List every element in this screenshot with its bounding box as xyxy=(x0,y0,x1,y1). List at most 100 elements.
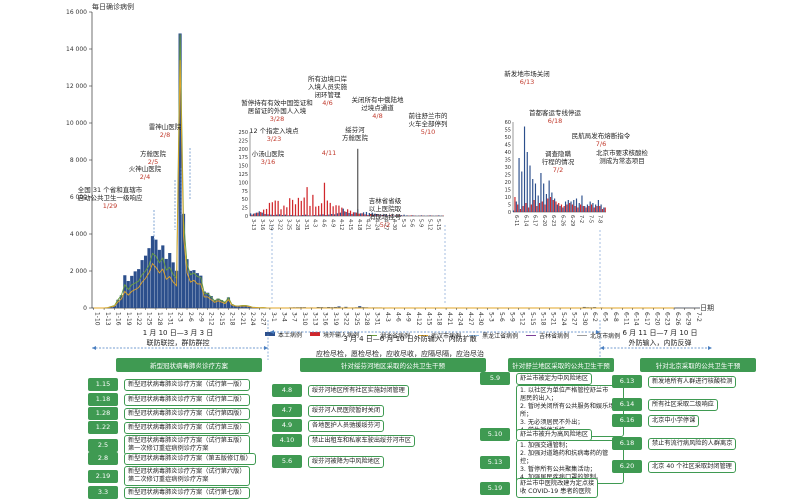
period-1: 1 月 10 日—3 月 3 日 联防联控，群防群控 xyxy=(118,328,238,348)
bar-local xyxy=(161,245,165,308)
inset-x-tick-label: 5-9 xyxy=(418,219,424,227)
period-3: 6 月 11 日—7 月 10 日 外防输入，内防反弹 xyxy=(605,328,715,348)
annotation-date: 3/28 xyxy=(269,115,285,123)
annotation-date: 3/16 xyxy=(260,158,276,166)
inset-bar-local xyxy=(261,212,263,216)
intervention-text: 舒兰市被升为高风险地区 xyxy=(516,428,593,441)
inset-bar-imported xyxy=(352,212,355,216)
y-tick-label: 4 000 xyxy=(70,231,87,238)
inset-x-tick-label: 3-19 xyxy=(268,219,274,230)
intervention-row: 1.28 新型冠状病毒肺炎诊疗方案（试行第四版） xyxy=(88,407,250,420)
x-tick-label: 5-12 xyxy=(519,312,526,326)
period-arrows xyxy=(92,320,712,360)
x-tick-label: 5-6 xyxy=(498,312,505,322)
bar-local xyxy=(171,262,175,308)
inset-bar-local xyxy=(354,212,356,216)
intervention-date: 6.20 xyxy=(612,460,642,473)
inset1-annotation: 吉林省省级 以上医院取 消现场挂号 5/2 xyxy=(360,197,410,229)
legend-item: 本土病例 xyxy=(265,330,302,339)
bar-local xyxy=(209,296,213,308)
legend-label: 吉林省病例 xyxy=(539,332,570,340)
inset-bar-imported xyxy=(291,199,294,216)
inset-bar-imported xyxy=(541,201,543,212)
intervention-date: 5.9 xyxy=(480,372,510,385)
inset-bar-local xyxy=(322,214,324,216)
inset-bar-imported xyxy=(574,206,576,212)
inset-bar-local xyxy=(521,171,523,212)
inset-bar-imported xyxy=(577,207,579,212)
inset-bar-local xyxy=(515,201,517,212)
inset-y-tick-label: 225 xyxy=(238,138,248,144)
intervention-row: 6.20 北京 40 个社区采取封闭管理 xyxy=(612,460,736,473)
inset-bar-local xyxy=(333,214,336,216)
legend-item: 武汉市病例 xyxy=(418,331,461,340)
inset-x-tick-label: 4-21 xyxy=(365,219,371,230)
x-tick-label: 4-30 xyxy=(477,312,484,326)
inset-bar-imported xyxy=(525,203,527,212)
inset-y-tick-label: 100 xyxy=(238,180,248,186)
intervention-row: 4.8 绥芬河地区所有社区实施封闭管理 xyxy=(272,384,409,397)
inset-bar-local xyxy=(293,215,295,216)
x-tick-label: 3-4 xyxy=(280,312,287,322)
y-tick-label: 2 000 xyxy=(70,268,87,275)
legend-item: 吉林省病例 xyxy=(526,331,569,340)
inset-bar-local xyxy=(377,213,379,216)
inset-bar-local xyxy=(556,204,558,212)
inset-y-tick-label: 250 xyxy=(238,130,248,136)
inset-bar-local xyxy=(360,213,362,216)
inset-y-tick-label: 150 xyxy=(238,164,248,170)
inset-bar-local xyxy=(403,214,405,216)
inset-bar-imported xyxy=(300,200,302,216)
bar-local xyxy=(213,300,217,308)
annotation-date: 1/29 xyxy=(102,202,118,210)
inset-bar-imported xyxy=(522,206,524,212)
inset-bar-imported xyxy=(593,207,595,212)
inset-bar-local xyxy=(287,215,289,216)
inset-x-tick-label: 4-18 xyxy=(356,219,362,230)
intervention-text: 各地医护人员驰援绥芬河 xyxy=(308,419,385,432)
x-tick-label: 6-2 xyxy=(591,312,598,322)
inset-y-tick-label: 45 xyxy=(505,143,511,149)
main-annotation: 火神山医院 2/4 xyxy=(120,165,170,181)
inset-bar-local xyxy=(307,215,310,216)
x-tick-label: 4-27 xyxy=(467,312,474,326)
legend-item: 湖北省病例 xyxy=(367,331,410,340)
x-tick-label: 2-18 xyxy=(228,312,235,326)
annotation-text: 新发地市场关闭 xyxy=(504,70,550,78)
intervention-text: 北京 40 个社区采取封闭管理 xyxy=(648,460,736,473)
inset-bar-imported xyxy=(257,212,259,216)
inset-bar-imported xyxy=(347,209,349,216)
inset-y-tick-label: 125 xyxy=(238,172,248,178)
inset-bar-imported xyxy=(384,215,386,216)
inset2-annotation: 民航局发布熔断指令 7/6 xyxy=(566,132,636,148)
inset-x-tick-label: 5-3 xyxy=(400,219,406,227)
intervention-date: 5.10 xyxy=(480,428,510,441)
bar-local xyxy=(316,307,320,308)
inset-bar-local xyxy=(406,215,408,216)
intervention-text: 新型冠状病毒肺炎诊疗方案（试行第六版） 第二次修订重症病例诊疗方案 xyxy=(124,466,250,486)
legend-label: 武汉市病例 xyxy=(431,332,462,340)
inset-bar-local xyxy=(380,214,382,216)
intervention-date: 5.6 xyxy=(272,455,302,468)
annotation-text: 方舱医院 xyxy=(140,150,166,158)
x-tick-label: 5-15 xyxy=(529,312,536,326)
bar-local xyxy=(168,252,172,308)
inset-bar-imported xyxy=(344,211,346,216)
annotation-date: 4/8 xyxy=(372,112,383,120)
inset-bar-imported xyxy=(335,205,337,216)
inset-bar-local xyxy=(595,204,597,212)
inset-bar-imported xyxy=(326,200,328,216)
intervention-text: 新型冠状病毒肺炎诊疗方案（试行第四版） xyxy=(124,407,250,420)
y-tick-label: 8 000 xyxy=(70,157,87,164)
inset-bar-local xyxy=(339,212,342,216)
strategy-text: 应检尽检，愿检尽检，应收尽收，应隔尽隔，应治尽治 xyxy=(316,350,484,358)
intervention-date: 4.10 xyxy=(272,434,302,447)
y-axis-label: 每日确诊病例 xyxy=(92,3,134,11)
inset1-annotation: 所有边境口岸 入境人员实施 闭环管理 4/6 xyxy=(300,75,355,107)
x-tick-label: 5-24 xyxy=(560,312,567,326)
inset-bar-local xyxy=(281,214,284,216)
inset-bar-imported xyxy=(315,206,317,216)
inset-bar-imported xyxy=(320,203,323,216)
x-tick-label: 5-30 xyxy=(581,312,588,326)
